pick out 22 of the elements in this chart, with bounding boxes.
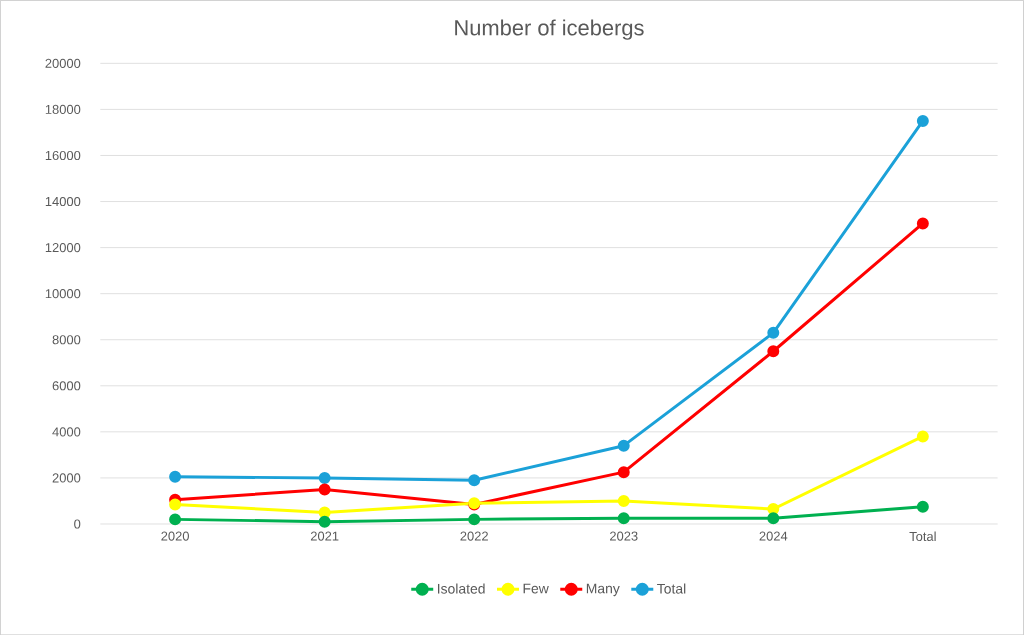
chart-title: Number of icebergs (455, 19, 644, 40)
x-tick-label: 2020 (161, 531, 189, 541)
y-tick-label: 0 (74, 519, 81, 529)
y-tick-label: 10000 (45, 288, 81, 299)
x-tick-label: 2022 (460, 531, 488, 541)
y-tick-label: 12000 (45, 242, 81, 253)
y-tick-label: 14000 (45, 196, 81, 206)
y-tick-label: 2000 (52, 473, 81, 483)
y-tick-label: 6000 (52, 381, 81, 391)
legend-label: Isolated (437, 583, 485, 594)
x-tick-label: 2023 (610, 531, 638, 541)
y-tick-label: 20000 (45, 58, 81, 68)
legend-label: Total (657, 583, 686, 594)
y-tick-label: 18000 (45, 104, 81, 114)
x-tick-label: Total (909, 531, 936, 541)
y-tick-label: 4000 (52, 427, 81, 437)
y-tick-label: 8000 (52, 335, 81, 345)
x-tick-label: 2024 (759, 531, 788, 541)
legend-label: Few (523, 583, 549, 594)
y-tick-label: 16000 (45, 150, 81, 160)
x-tick-label: 2021 (310, 531, 339, 541)
legend-label: Many (586, 583, 620, 597)
